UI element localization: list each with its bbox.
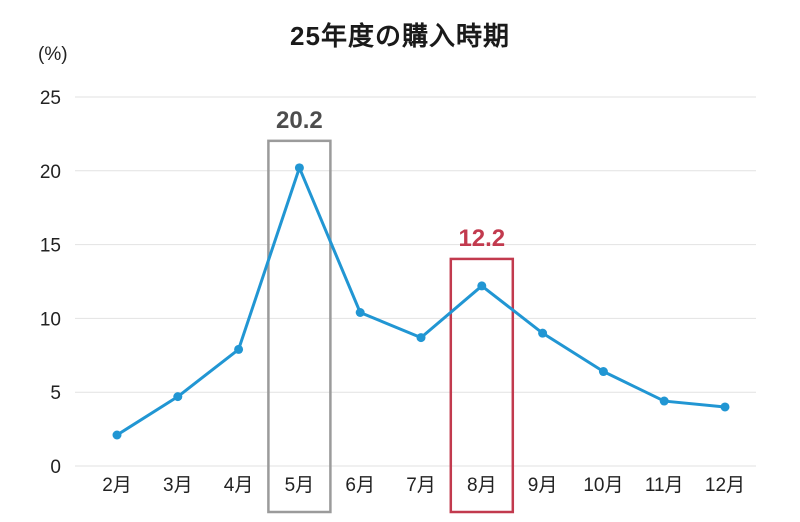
x-tick-label: 7月 xyxy=(406,475,436,496)
y-tick-label: 20 xyxy=(40,162,61,183)
x-tick-label: 6月 xyxy=(345,475,375,496)
series-line xyxy=(115,166,727,437)
data-point xyxy=(416,333,426,343)
x-tick-label: 11月 xyxy=(645,475,684,496)
data-point xyxy=(659,396,669,406)
x-tick-label: 2月 xyxy=(102,475,132,496)
x-tick-label: 4月 xyxy=(224,475,254,496)
chart-title: 25年度の購入時期 xyxy=(290,21,510,51)
data-point xyxy=(355,307,365,317)
y-tick-label: 15 xyxy=(40,236,61,257)
x-tick-label: 9月 xyxy=(528,475,558,496)
data-point xyxy=(234,344,244,354)
x-tick-label: 8月 xyxy=(467,475,497,496)
data-point xyxy=(598,367,608,377)
y-tick-label: 0 xyxy=(50,457,61,478)
y-tick-label: 10 xyxy=(40,309,61,330)
y-tick-label: 5 xyxy=(50,383,61,404)
x-tick-label: 10月 xyxy=(583,475,623,496)
highlight-box-5月 xyxy=(267,139,332,514)
x-tick-label: 12月 xyxy=(705,475,745,496)
data-point xyxy=(477,281,487,291)
data-point xyxy=(173,392,183,402)
highlight-box-8月 xyxy=(449,257,515,514)
annotation-value-label: 12.2 xyxy=(458,225,505,252)
data-point xyxy=(538,328,548,338)
data-point xyxy=(720,402,730,412)
y-tick-label: 25 xyxy=(40,88,61,109)
data-point xyxy=(112,430,122,440)
x-tick-label: 3月 xyxy=(163,475,193,496)
y-axis-unit-label: (%) xyxy=(38,44,68,65)
x-tick-label: 5月 xyxy=(285,475,315,496)
data-point xyxy=(294,163,304,173)
annotation-value-label: 20.2 xyxy=(276,107,323,134)
